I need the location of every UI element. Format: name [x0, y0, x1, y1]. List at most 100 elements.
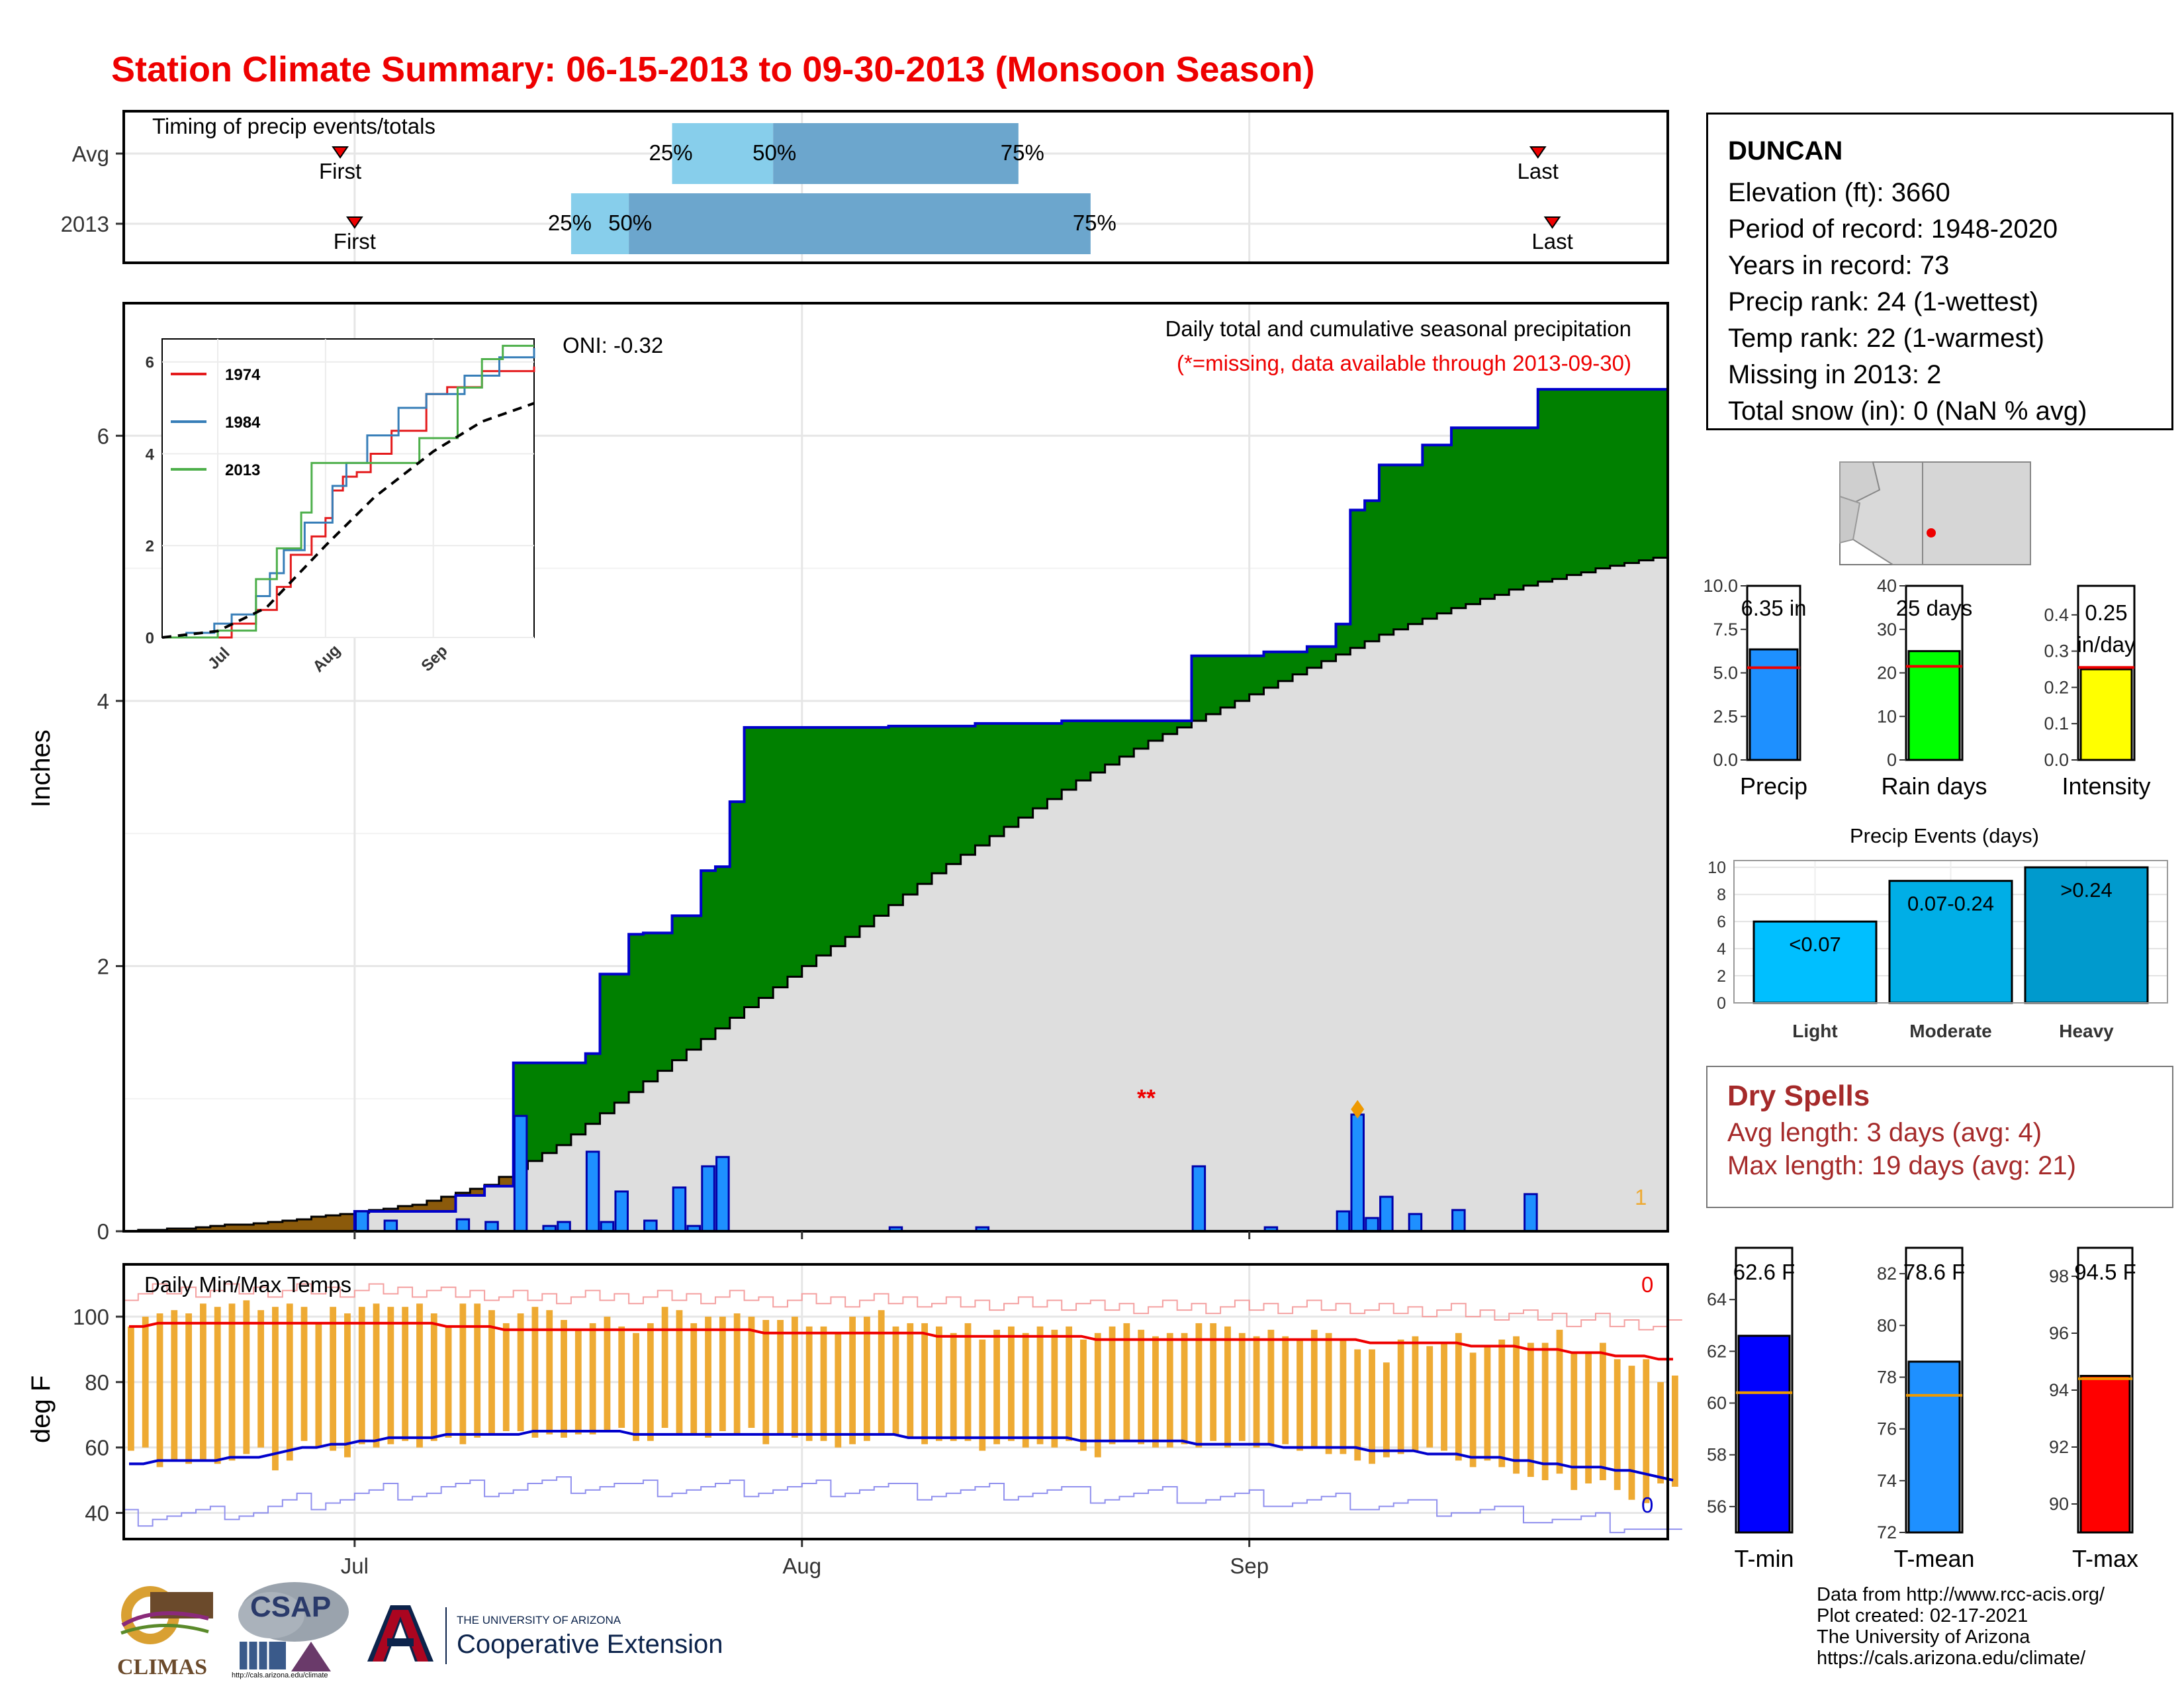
temp-daily-bar: [1297, 1339, 1303, 1451]
events-bar: [1888, 880, 2013, 1004]
events-y-tick-label: 4: [1717, 940, 1726, 959]
temp-daily-bar: [300, 1307, 308, 1441]
temp-daily-bar: [1484, 1346, 1491, 1461]
ua-bottom-text: Cooperative Extension: [457, 1630, 723, 1659]
temp-daily-bar: [416, 1303, 423, 1448]
temp-daily-bar: [1671, 1375, 1678, 1487]
summary-bar-tick-label: 0.1: [2044, 714, 2069, 733]
credit-line: https://cals.arizona.edu/climate/: [1817, 1648, 2086, 1669]
summary-bar-tick-label: 7.5: [1713, 620, 1738, 639]
precip-daily-bar: [557, 1221, 571, 1233]
x-axis-tick-label: Aug: [782, 1554, 821, 1578]
summary-bar-tick-label: 10: [1877, 706, 1897, 726]
dry-spells-title: Dry Spells: [1727, 1080, 1870, 1112]
temp-daily-bar: [272, 1307, 279, 1471]
credit-line: The University of Arizona: [1817, 1626, 2030, 1648]
csap-logo[interactable]: CSAP http://cals.arizona.edu/climate: [232, 1579, 351, 1679]
summary-bar-value-unit: in/day: [2077, 632, 2136, 657]
precip-daily-bar: [643, 1219, 658, 1233]
timing-last-label: Last: [1531, 229, 1572, 254]
precip-y-tick-label: 0: [97, 1219, 109, 1244]
temp-daily-bar: [1657, 1382, 1664, 1484]
summary-bar-value-label: 25 days: [1896, 596, 1973, 620]
events-bar: [1752, 920, 1878, 1004]
dry-spells-avg: Avg length: 3 days (avg: 4): [1727, 1118, 2042, 1147]
timing-q50-label: 50%: [752, 140, 796, 165]
temp-daily-bar: [127, 1326, 134, 1451]
timing-last-marker: [1543, 216, 1561, 229]
map-station-marker: [1927, 528, 1936, 538]
temp-bar-tick-label: 56: [1707, 1497, 1727, 1517]
temp-daily-bar: [993, 1329, 1001, 1444]
temp-daily-bar: [1123, 1323, 1130, 1441]
station-period: Period of record: 1948-2020: [1728, 214, 2058, 244]
precip-daily-bar: [701, 1165, 715, 1233]
temp-daily-bar: [661, 1307, 668, 1429]
precip-max-marker: [1351, 1100, 1365, 1119]
temp-bar-name: T-max: [2072, 1545, 2138, 1572]
temp-daily-bar: [243, 1300, 250, 1454]
summary-bar-tick-label: 0.0: [2044, 750, 2069, 770]
temp-daily-bar: [445, 1326, 452, 1438]
temp-bar-name: T-mean: [1893, 1545, 1974, 1572]
temp-daily-bar: [257, 1310, 265, 1448]
temp-daily-bar: [1441, 1342, 1447, 1451]
events-bar-label: 0.07-0.24: [1907, 892, 1994, 915]
page-title: Station Climate Summary: 06-15-2013 to 0…: [111, 50, 1315, 89]
temp-daily-bar: [474, 1303, 481, 1438]
temp-daily-bar: [1369, 1349, 1375, 1464]
temp-daily-bar: [748, 1317, 755, 1429]
temp-daily-bar: [373, 1303, 380, 1448]
precip-daily-bar: [1191, 1165, 1206, 1233]
precip-daily-bar: [1336, 1210, 1351, 1233]
precip-y-tick-label: 4: [97, 689, 109, 714]
temp-daily-bar: [286, 1303, 293, 1461]
temp-daily-bar: [878, 1310, 885, 1434]
temp-daily-bar: [1253, 1336, 1260, 1448]
temp-record-high-line: [124, 1283, 1682, 1331]
timing-q25-label: 25%: [649, 140, 693, 165]
precip-2013-line: [124, 388, 1668, 1233]
temp-daily-bar: [1498, 1339, 1506, 1468]
temp-daily-bar: [1383, 1362, 1390, 1458]
temp-daily-bar: [1036, 1326, 1044, 1444]
temp-daily-bar: [574, 1329, 582, 1434]
temp-daily-bar: [1310, 1329, 1318, 1448]
temp-daily-bar: [1325, 1333, 1332, 1454]
temp-bar-fill: [2079, 1375, 2131, 1534]
timing-bar-q50-q75: [773, 123, 1019, 184]
temp-daily-bar: [1195, 1323, 1203, 1448]
temp-daily-bar: [805, 1326, 813, 1441]
temp-y-tick-label: 60: [85, 1436, 109, 1460]
inset-y-tick-label: 2: [146, 538, 154, 555]
precip-daily-bar: [1451, 1209, 1466, 1233]
precip-daily-bar: [600, 1221, 615, 1233]
precip-avg-fill: [124, 555, 1668, 1231]
summary-bar-fill: [2079, 668, 2133, 761]
summary-bar-tick-label: 20: [1877, 663, 1897, 683]
temp-daily-bar: [387, 1307, 394, 1444]
location-map: [1839, 461, 2031, 565]
oni-label: ONI: -0.32: [563, 333, 664, 357]
temp-daily-bar: [1614, 1359, 1621, 1490]
precip-daily-bar: [1408, 1213, 1423, 1233]
station-missing: Missing in 2013: 2: [1728, 360, 1942, 389]
temp-daily-bar: [589, 1323, 596, 1434]
events-y-tick-label: 6: [1717, 913, 1726, 931]
inset-series-line: [162, 344, 534, 639]
temp-daily-bar: [459, 1303, 467, 1444]
temp-daily-bar: [1643, 1359, 1650, 1503]
ua-logo[interactable]: THE UNIVERSITY OF ARIZONA Cooperative Ex…: [361, 1602, 745, 1668]
station-years: Years in record: 73: [1728, 251, 1950, 280]
temp-record-low-line: [124, 1476, 1682, 1534]
temp-bar-tick-label: 64: [1707, 1289, 1727, 1309]
summary-bar-fill: [1907, 650, 1961, 761]
map-state-shape: [1839, 495, 1861, 544]
temp-daily-bar: [863, 1317, 870, 1441]
events-bar-name: Moderate: [1909, 1021, 1991, 1041]
dry-spells-max: Max length: 19 days (avg: 21): [1727, 1151, 2076, 1180]
temp-y-axis-label: deg F: [26, 1375, 56, 1443]
temp-max-count: 0: [1641, 1272, 1654, 1297]
climas-logo[interactable]: CLIMAS: [109, 1579, 215, 1679]
